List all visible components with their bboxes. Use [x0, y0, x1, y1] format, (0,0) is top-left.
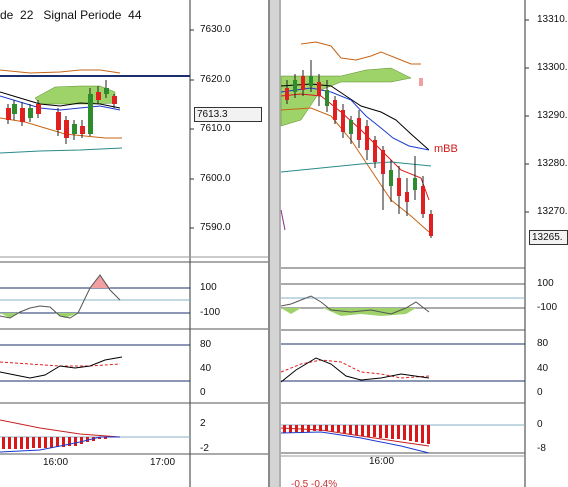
left-stoch-tick: 80 — [200, 339, 212, 350]
mbb-label: mBB — [434, 143, 458, 155]
right-ichimoku-cloud — [280, 67, 412, 127]
right-current-price-box: 13265. — [529, 230, 568, 245]
right-macd-tick: 0 — [537, 419, 543, 430]
left-chart-canvas[interactable] — [0, 0, 268, 487]
period-label: de — [0, 8, 14, 22]
left-time-tick: 17:00 — [150, 457, 176, 468]
left-stoch-tick: 0 — [200, 387, 206, 398]
left-upper-band — [0, 69, 121, 74]
right-price-tick: 13270. — [537, 206, 568, 217]
left-black-line — [0, 91, 121, 109]
right-lower-band — [280, 107, 430, 233]
right-upper-band — [300, 41, 421, 65]
left-cci-tick: -100 — [200, 307, 221, 318]
right-macd-histogram — [283, 425, 430, 444]
right-teal-line — [280, 161, 432, 173]
left-ichimoku-cloud — [34, 85, 116, 105]
left-price-tick: 7620.0 — [200, 74, 231, 85]
right-cci-tick: -100 — [537, 302, 558, 313]
left-price-tick: 7610.0 — [200, 123, 231, 134]
left-current-price-box: 7613.3 — [194, 107, 262, 122]
period-value: 22 — [20, 8, 34, 22]
left-macd-tick: -2 — [200, 443, 209, 454]
left-candles — [6, 80, 117, 144]
window-splitter[interactable] — [268, 0, 281, 487]
right-candles — [285, 60, 433, 238]
left-stoch-tick: 40 — [200, 363, 212, 374]
right-chart-window[interactable]: mBB 13310. 13300. 13290. 13280. 13270. 1… — [280, 0, 568, 487]
right-time-tick: 16:00 — [369, 456, 395, 467]
right-chart-canvas[interactable] — [280, 0, 568, 487]
left-time-tick: 16:00 — [43, 457, 69, 468]
right-price-tick: 13300. — [537, 62, 568, 73]
splitter-edge-right — [279, 0, 281, 487]
right-price-tick: 13310. — [537, 14, 568, 25]
right-price-tick: 13290. — [537, 110, 568, 121]
left-blue-line — [0, 95, 121, 111]
right-macd-tick: -8 — [537, 443, 546, 454]
right-price-tick: 13280. — [537, 158, 568, 169]
left-teal-line — [0, 147, 123, 154]
left-macd-histogram — [2, 437, 107, 449]
left-chart-window[interactable]: de 22 Signal Periode 44 7630.0 7620.0 76… — [0, 0, 268, 487]
left-price-tick: 7600.0 — [200, 173, 231, 184]
left-header: de 22 Signal Periode 44 — [0, 8, 142, 22]
right-footer-readout: -0.5 -0.4% — [291, 479, 338, 487]
left-price-tick: 7590.0 — [200, 222, 231, 233]
splitter-edge-left — [268, 0, 270, 487]
left-price-tick: 7630.0 — [200, 24, 231, 35]
signal-label: Signal Periode — [43, 8, 122, 22]
right-stoch-tick: 80 — [537, 338, 549, 349]
right-stoch-tick: 40 — [537, 363, 549, 374]
left-macd-tick: 2 — [200, 418, 206, 429]
right-cci-tick: 100 — [537, 278, 554, 289]
right-stoch-tick: 0 — [537, 387, 543, 398]
left-cci-tick: 100 — [200, 282, 217, 293]
signal-value: 44 — [128, 8, 142, 22]
